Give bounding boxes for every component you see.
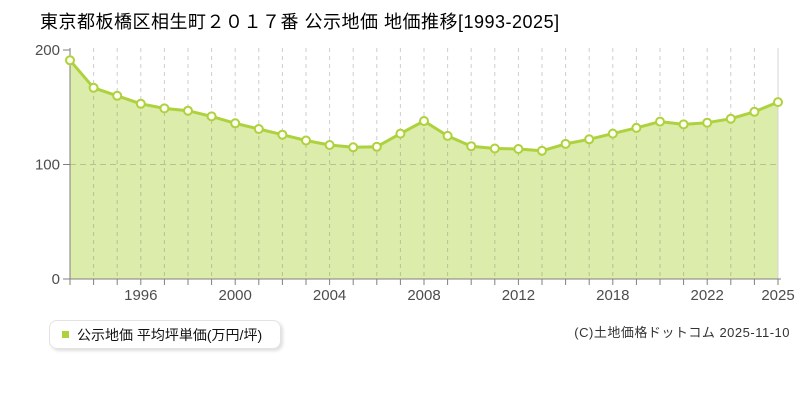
data-point-marker[interactable]	[655, 116, 665, 127]
data-point-marker[interactable]	[607, 128, 618, 139]
data-point-marker[interactable]	[65, 55, 75, 66]
x-tick-label: 2000	[219, 287, 252, 304]
x-tick-label: 2008	[407, 287, 440, 304]
x-tick-label: 2022	[691, 287, 724, 304]
data-point-marker[interactable]	[466, 141, 477, 152]
gridlines	[70, 48, 779, 279]
legend-label: 公示地価 平均坪単価(万円/坪)	[77, 326, 263, 343]
data-point-marker[interactable]	[230, 118, 241, 129]
data-point-marker[interactable]	[348, 142, 359, 153]
data-point-marker[interactable]	[135, 98, 146, 109]
x-tick-label: 1996	[124, 287, 157, 304]
data-point-marker[interactable]	[773, 97, 783, 108]
data-point-marker[interactable]	[631, 122, 642, 133]
data-point-marker[interactable]	[206, 111, 217, 122]
data-point-marker[interactable]	[324, 140, 335, 150]
data-point-marker[interactable]	[253, 124, 264, 134]
data-point-marker[interactable]	[442, 130, 453, 141]
x-tick-label: 2025	[761, 287, 794, 304]
data-point-marker[interactable]	[489, 143, 500, 154]
data-point-marker[interactable]	[88, 82, 99, 93]
data-point-marker[interactable]	[395, 128, 406, 139]
data-point-marker[interactable]	[584, 134, 595, 145]
data-point-marker[interactable]	[749, 106, 760, 117]
data-point-marker[interactable]	[277, 129, 288, 140]
x-tick-label: 2004	[313, 287, 346, 304]
data-point-marker[interactable]	[419, 116, 429, 126]
data-point-marker[interactable]	[159, 103, 170, 114]
chart-area-fill	[70, 60, 778, 279]
data-point-marker[interactable]	[702, 117, 713, 128]
y-tick-label: 0	[52, 271, 60, 288]
data-point-marker[interactable]	[183, 105, 193, 116]
data-point-marker[interactable]	[301, 135, 311, 146]
data-point-marker[interactable]	[371, 141, 382, 152]
x-tick-label: 2018	[596, 287, 629, 304]
y-tick-label: 200	[35, 42, 60, 59]
copyright-attribution: (C)土地価格ドットコム 2025-11-10	[574, 325, 790, 340]
data-point-marker[interactable]	[537, 145, 547, 156]
legend-swatch-icon	[62, 331, 69, 338]
data-point-marker[interactable]	[513, 144, 524, 154]
data-point-marker[interactable]	[560, 138, 571, 149]
page-title: 東京都板橋区相生町２０１７番 公示地価 地価推移[1993-2025]	[40, 12, 560, 32]
data-point-marker[interactable]	[678, 119, 689, 130]
data-point-marker[interactable]	[112, 90, 123, 101]
y-tick-label: 100	[35, 157, 60, 174]
x-tick-label: 2012	[502, 287, 535, 304]
data-point-marker[interactable]	[725, 113, 736, 124]
price-chart: 0 100 200 1996 2000 2004 2008 2012 2018 2022 2025	[35, 42, 795, 304]
legend: 公示地価 平均坪単価(万円/坪)	[49, 320, 282, 349]
